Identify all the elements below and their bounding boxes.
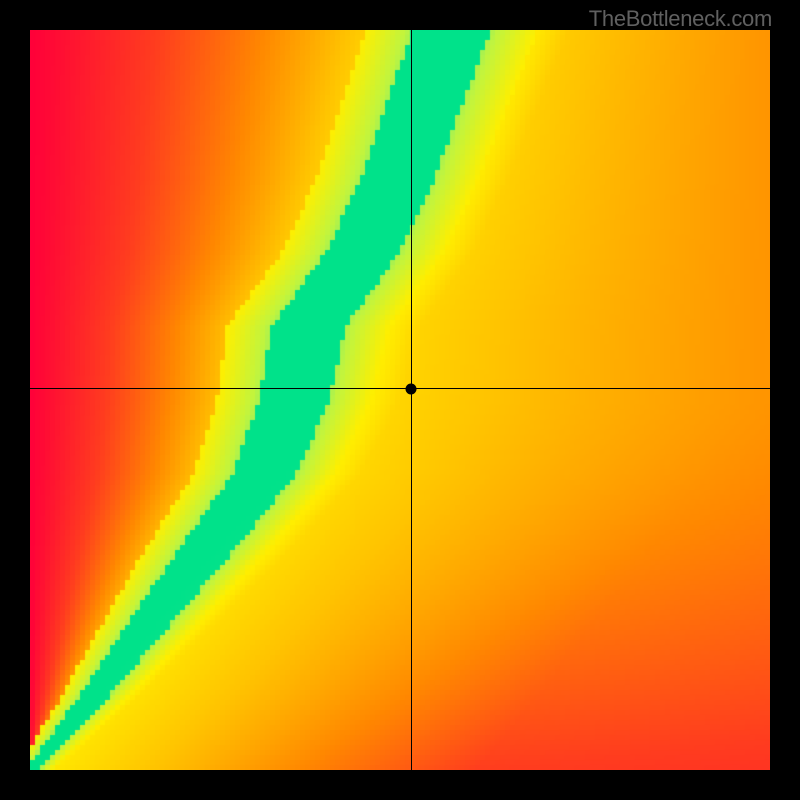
watermark-text: TheBottleneck.com <box>589 6 772 32</box>
heatmap-plot <box>30 30 770 770</box>
heatmap-canvas <box>30 30 770 770</box>
data-point-marker <box>406 383 417 394</box>
